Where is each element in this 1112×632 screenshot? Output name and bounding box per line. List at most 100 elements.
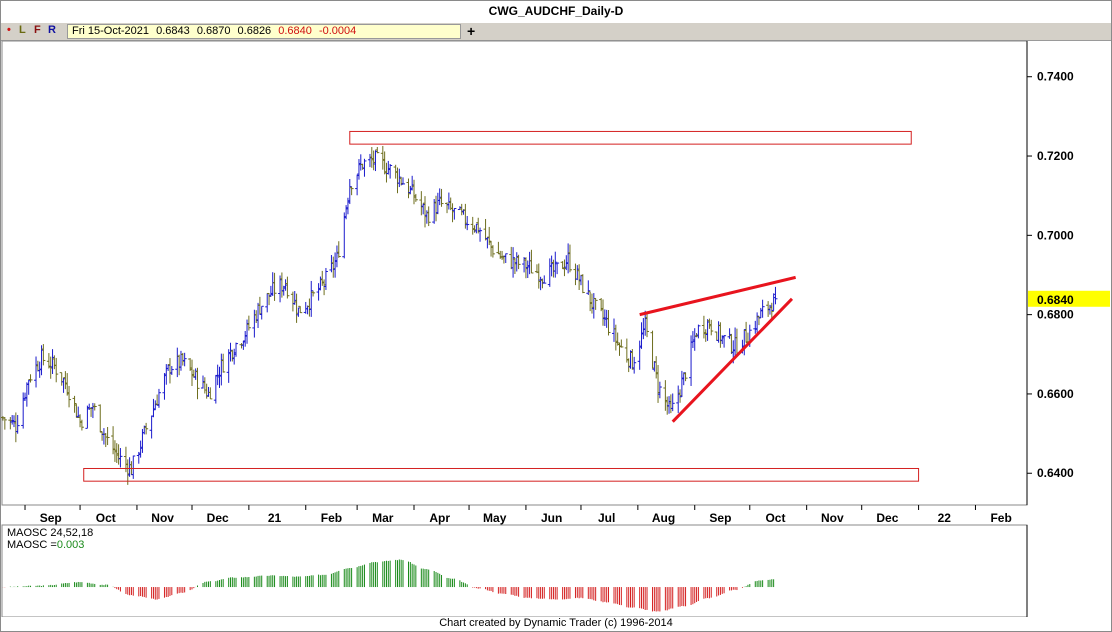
ohlc-bar [336, 241, 341, 258]
ohlc-bar [400, 177, 405, 185]
time-tick-label: Feb [321, 511, 342, 525]
oscillator-value: 0.003 [57, 539, 85, 551]
record-dot-icon[interactable]: • [7, 24, 11, 36]
ohlc-bar [542, 275, 547, 284]
time-tick-label: Jul [598, 511, 615, 525]
time-tick-label: Sep [40, 511, 62, 525]
chart-title: CWG_AUDCHF_Daily-D [488, 4, 624, 18]
ohlc-bar [722, 335, 727, 348]
ohlc-bar [388, 163, 393, 179]
ohlc-bar [144, 422, 149, 435]
ohlc-bar [632, 356, 637, 374]
ohlc-bar [760, 299, 765, 318]
ohlc-bar [349, 186, 354, 196]
ohlc-bar [105, 426, 110, 446]
ohlc-bar [606, 310, 611, 336]
ohlc-bar [586, 280, 591, 295]
zone-box[interactable] [349, 130, 912, 145]
quote-open: 0.6843 [156, 25, 190, 37]
ohlc-bar [657, 381, 662, 399]
ohlc-bar [426, 206, 431, 227]
ohlc-bar [516, 254, 521, 270]
quote-close: 0.6840 [278, 25, 312, 37]
ohlc-bar [41, 344, 46, 366]
time-tick-label: Sep [709, 511, 731, 525]
ohlc-bar [285, 276, 290, 299]
footer-credit: Chart created by Dynamic Trader (c) 1996… [439, 617, 673, 629]
ohlc-bar [54, 357, 59, 383]
ohlc-bar [670, 393, 675, 412]
time-tick-label: Aug [652, 511, 675, 525]
price-tick-label: 0.6400 [1037, 466, 1074, 480]
price-bars [1, 145, 778, 485]
ohlc-bar [567, 244, 572, 273]
time-tick-label: Mar [372, 511, 394, 525]
ohlc-bar [511, 247, 516, 278]
ohlc-bar [553, 251, 558, 278]
ohlc-bar [619, 339, 624, 348]
price-axis: 0.7400 0.7200 0.7000 0.6800 0.6600 0.6400 [1027, 70, 1074, 480]
zone-box[interactable] [83, 467, 920, 482]
time-tick-label: 21 [268, 511, 282, 525]
ohlc-bar [118, 448, 123, 468]
line-tool-button[interactable]: L [19, 24, 26, 36]
ohlc-bar [72, 395, 77, 413]
ohlc-bar [593, 298, 598, 310]
time-tick-label: 22 [938, 511, 952, 525]
ohlc-bar [169, 366, 174, 375]
ohlc-bar [67, 385, 72, 408]
add-plus-icon[interactable]: + [467, 23, 476, 39]
ohlc-bar [259, 305, 264, 320]
ohlc-bar [439, 188, 444, 207]
price-tick-label: 0.7400 [1037, 70, 1074, 84]
ohlc-bar [347, 179, 352, 205]
time-tick-label: Nov [821, 511, 844, 525]
ohlc-bar [28, 374, 33, 383]
last-price-tag: 0.6840 [1028, 290, 1110, 307]
ohlc-bar [15, 415, 20, 434]
time-tick-label: Apr [429, 511, 450, 525]
annotations [83, 130, 920, 482]
ohlc-bar [323, 267, 328, 290]
quote-date: Fri 15-Oct-2021 [72, 25, 150, 37]
fib-tool-button[interactable]: F [34, 24, 41, 36]
ohlc-bar [309, 280, 314, 317]
time-tick-label: Oct [765, 511, 785, 525]
oscillator-bars [2, 559, 775, 612]
chart-canvas: 0.7400 0.7200 0.7000 0.6800 0.6600 0.6400 Sep… [1, 40, 1110, 617]
ohlc-bar [580, 274, 585, 294]
quote-box: Fri 15-Oct-2021 0.6843 0.6870 0.6826 0.6… [67, 24, 461, 39]
ohlc-bar [2, 417, 7, 430]
ohlc-bar [478, 227, 483, 242]
ohlc-bar [490, 245, 495, 258]
ohlc-bar [503, 253, 508, 264]
ohlc-bar [683, 372, 688, 382]
trend-line[interactable] [639, 275, 796, 317]
ohlc-bar [234, 342, 239, 357]
ohlc-bar [529, 249, 534, 274]
quote-low: 0.6826 [237, 25, 272, 37]
ohlc-bar [182, 352, 187, 367]
price-tick-label: 0.7000 [1037, 228, 1074, 242]
ohlc-bar [555, 262, 560, 275]
ohlc-bar [298, 305, 303, 314]
ohlc-bar [709, 319, 714, 336]
price-tag-bg [1028, 290, 1110, 307]
ratio-tool-button[interactable]: R [48, 24, 56, 36]
ohlc-bar [773, 286, 778, 305]
ohlc-bar [92, 403, 97, 411]
ohlc-bar [195, 367, 200, 400]
ohlc-bar [696, 324, 701, 339]
ohlc-bar [272, 272, 277, 301]
time-tick-label: Dec [207, 511, 229, 525]
ohlc-bar [156, 388, 161, 408]
trend-line[interactable] [671, 297, 794, 423]
oscillator-value-row: MAOSC =0.003 [7, 539, 84, 551]
quote-high: 0.6870 [196, 25, 231, 37]
ohlc-bar [221, 353, 226, 373]
ohlc-bar [375, 146, 380, 154]
ohlc-bar [769, 302, 774, 321]
oscillator-value-label: MAOSC = [7, 539, 57, 551]
time-tick-label: Dec [876, 511, 898, 525]
